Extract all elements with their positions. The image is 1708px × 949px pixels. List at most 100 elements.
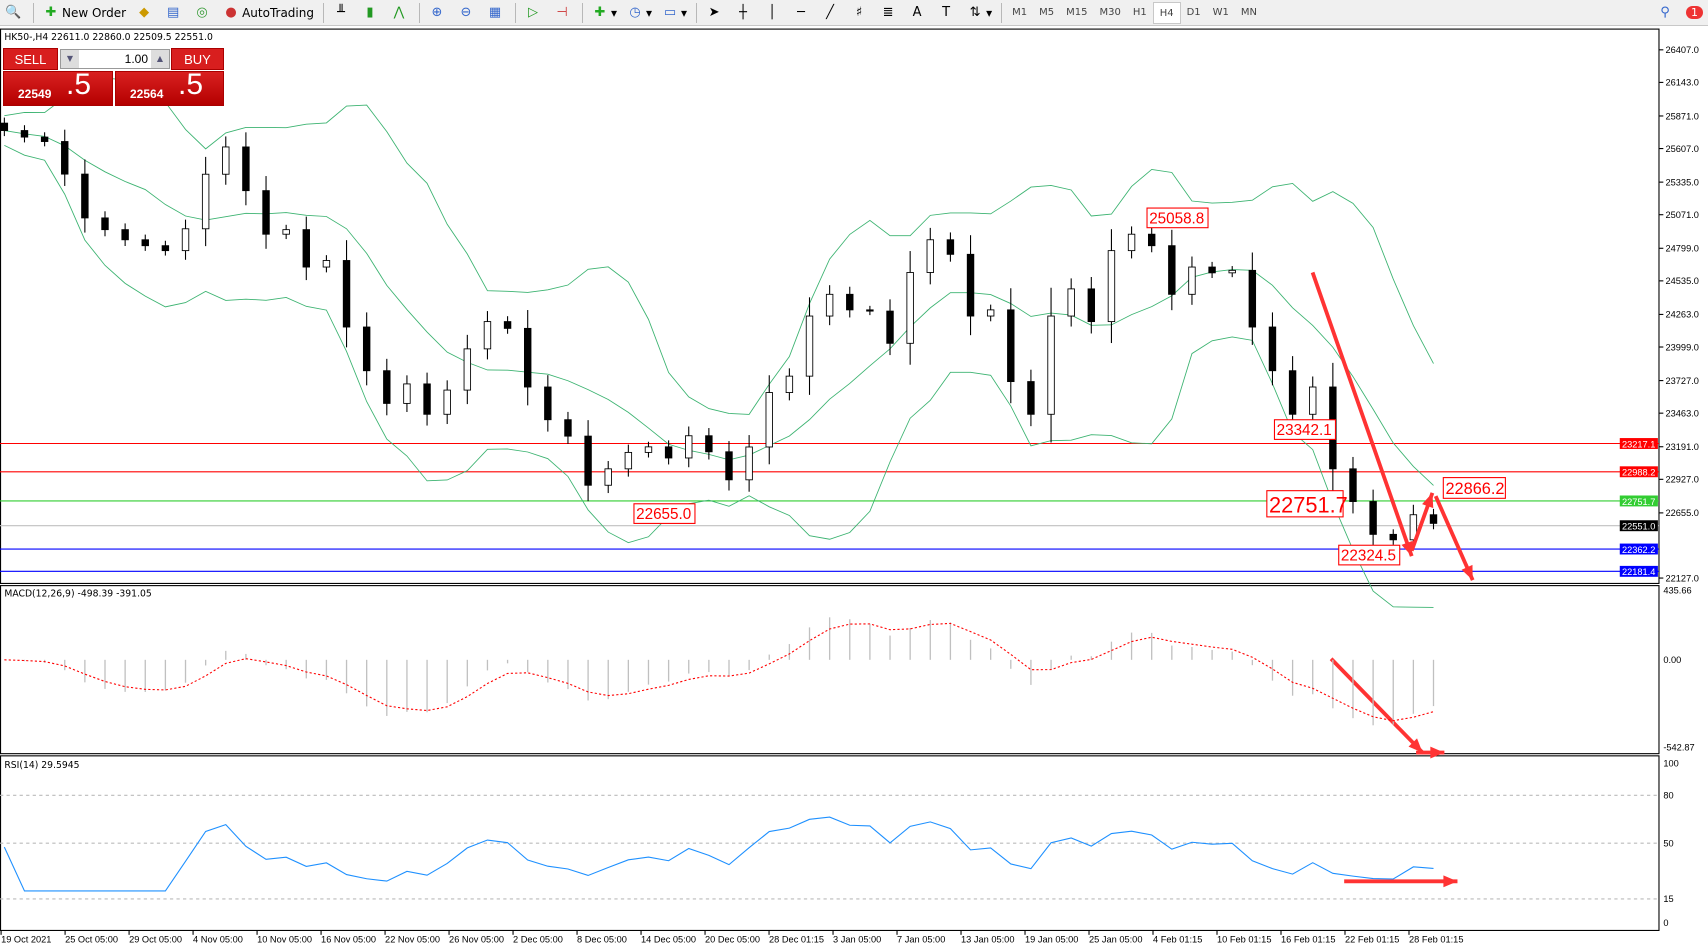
buy-price-button[interactable]: 22564 .5 [115, 68, 224, 106]
channel-button[interactable]: ♯ [847, 2, 874, 24]
bearish-candle[interactable] [1027, 381, 1035, 415]
indicators-button[interactable]: ✚ ▾ [588, 2, 621, 24]
bearish-candle[interactable] [966, 253, 975, 317]
bullish-candle[interactable] [805, 315, 814, 377]
timeframe-h4[interactable]: H4 [1152, 1, 1181, 24]
bearish-candle[interactable] [1208, 266, 1216, 274]
bullish-candle[interactable] [1228, 269, 1236, 274]
bullish-candle[interactable] [765, 392, 773, 448]
bearish-candle[interactable] [242, 146, 250, 192]
bullish-candle[interactable] [181, 228, 190, 252]
bearish-candle[interactable] [342, 260, 351, 328]
autotrading-button[interactable]: ● AutoTrading [219, 2, 318, 24]
bullish-candle[interactable] [403, 383, 411, 404]
timeframe-w1[interactable]: W1 [1212, 6, 1229, 18]
bearish-candle[interactable] [705, 435, 713, 453]
timeframe-m5[interactable]: M5 [1039, 6, 1055, 18]
bullish-candle[interactable] [644, 446, 653, 453]
timeframe-d1[interactable]: D1 [1186, 6, 1201, 18]
bullish-candle[interactable] [322, 260, 331, 268]
trendline-button[interactable]: ╱ [818, 2, 845, 24]
signals-button[interactable]: ◎ [190, 2, 217, 24]
bearish-candle[interactable] [362, 326, 371, 372]
bearish-candle[interactable] [664, 446, 673, 459]
timeframe-m30[interactable]: M30 [1099, 6, 1121, 18]
bearish-candle[interactable] [262, 190, 270, 235]
price-annotation-box[interactable] [1338, 544, 1401, 566]
bearish-candle[interactable] [1389, 533, 1397, 541]
timeframe-mn[interactable]: MN [1240, 6, 1258, 18]
crosshair-button[interactable]: ┼ [731, 2, 758, 24]
bullish-candle[interactable] [926, 239, 934, 273]
bullish-candle[interactable] [1047, 315, 1055, 415]
buy-button[interactable]: BUY [171, 48, 224, 70]
bullish-candle[interactable] [1107, 250, 1116, 323]
line-chart-button[interactable]: ⋀ [387, 2, 414, 24]
arrows-button[interactable]: ⇅ ▾ [963, 2, 996, 24]
bearish-candle[interactable] [1288, 370, 1297, 415]
bearish-candle[interactable] [886, 310, 894, 344]
bearish-candle[interactable] [101, 217, 109, 231]
lot-size-stepper[interactable]: ▼ ▲ [60, 49, 170, 69]
bullish-candle[interactable] [443, 389, 451, 415]
bearish-candle[interactable] [846, 293, 854, 311]
bullish-candle[interactable] [1409, 514, 1418, 541]
bullish-candle[interactable] [201, 173, 210, 230]
lot-size-input[interactable] [79, 52, 151, 66]
price-annotation-box[interactable] [1442, 477, 1506, 499]
bearish-candle[interactable] [1147, 233, 1156, 247]
bearish-candle[interactable] [1248, 269, 1257, 328]
bearish-candle[interactable] [121, 229, 129, 241]
bearish-candle[interactable] [946, 239, 955, 255]
bearish-candle[interactable] [1429, 514, 1438, 524]
bullish-candle[interactable] [282, 229, 290, 235]
auto-scroll-button[interactable]: ▷ [521, 2, 548, 24]
bearish-candle[interactable] [725, 451, 733, 481]
bearish-candle[interactable] [503, 321, 512, 329]
timeframe-m1[interactable]: M1 [1012, 6, 1028, 18]
bearish-candle[interactable] [1007, 309, 1015, 383]
bullish-candle[interactable] [1127, 233, 1136, 252]
new-order-button[interactable]: ✚ New Order [39, 2, 130, 24]
price-annotation-box[interactable] [1273, 419, 1337, 440]
bearish-candle[interactable] [383, 370, 391, 404]
bearish-candle[interactable] [544, 386, 552, 421]
increase-lot-button[interactable]: ▲ [151, 50, 169, 68]
bullish-candle[interactable] [1067, 288, 1075, 317]
bearish-candle[interactable] [866, 309, 874, 312]
bullish-candle[interactable] [986, 309, 995, 317]
bullish-candle[interactable] [1188, 266, 1196, 295]
bullish-candle[interactable] [463, 348, 472, 391]
bearish-candle[interactable] [20, 130, 29, 138]
chart-shift-button[interactable]: ⊣ [550, 2, 577, 24]
decrease-lot-button[interactable]: ▼ [61, 50, 79, 68]
templates-button[interactable]: ▭ ▾ [663, 4, 688, 20]
sell-price-button[interactable]: 22549 .5 [3, 68, 113, 106]
search-button[interactable]: ⚲ [1653, 2, 1680, 24]
bearish-candle[interactable] [0, 122, 9, 131]
bullish-candle[interactable] [685, 435, 693, 459]
candlestick-button[interactable]: ▮ [358, 2, 385, 24]
price-annotation-box[interactable] [1266, 490, 1344, 518]
macd-down-arrow[interactable] [1329, 657, 1424, 754]
notifications-button[interactable]: 1 [1682, 2, 1707, 24]
zoom-in-button[interactable]: ⊕ [425, 2, 452, 24]
chart-window[interactable]: HK50-,H4 22611.0 22860.0 22509.5 22551.0… [0, 28, 1708, 949]
sell-button[interactable]: SELL [3, 48, 58, 70]
bearish-candle[interactable] [1087, 288, 1096, 323]
market-button[interactable]: ▤ [161, 2, 188, 24]
tile-windows-button[interactable]: ▦ [483, 2, 510, 24]
bearish-candle[interactable] [1349, 468, 1357, 502]
strategy-tester-button[interactable]: ◆ [132, 2, 159, 24]
down-arrow-2[interactable] [1433, 495, 1475, 581]
bearish-candle[interactable] [302, 229, 310, 268]
bullish-candle[interactable] [604, 468, 612, 486]
cursor-button[interactable]: ➤ [702, 2, 729, 24]
bullish-candle[interactable] [624, 451, 633, 470]
text-button[interactable]: A [905, 2, 932, 24]
bullish-candle[interactable] [785, 375, 794, 393]
vertical-line-button[interactable]: │ [760, 2, 787, 24]
periods-button[interactable]: ◷ ▾ [623, 2, 656, 24]
horizontal-line-button[interactable]: ─ [789, 2, 816, 24]
bearish-candle[interactable] [141, 239, 149, 247]
